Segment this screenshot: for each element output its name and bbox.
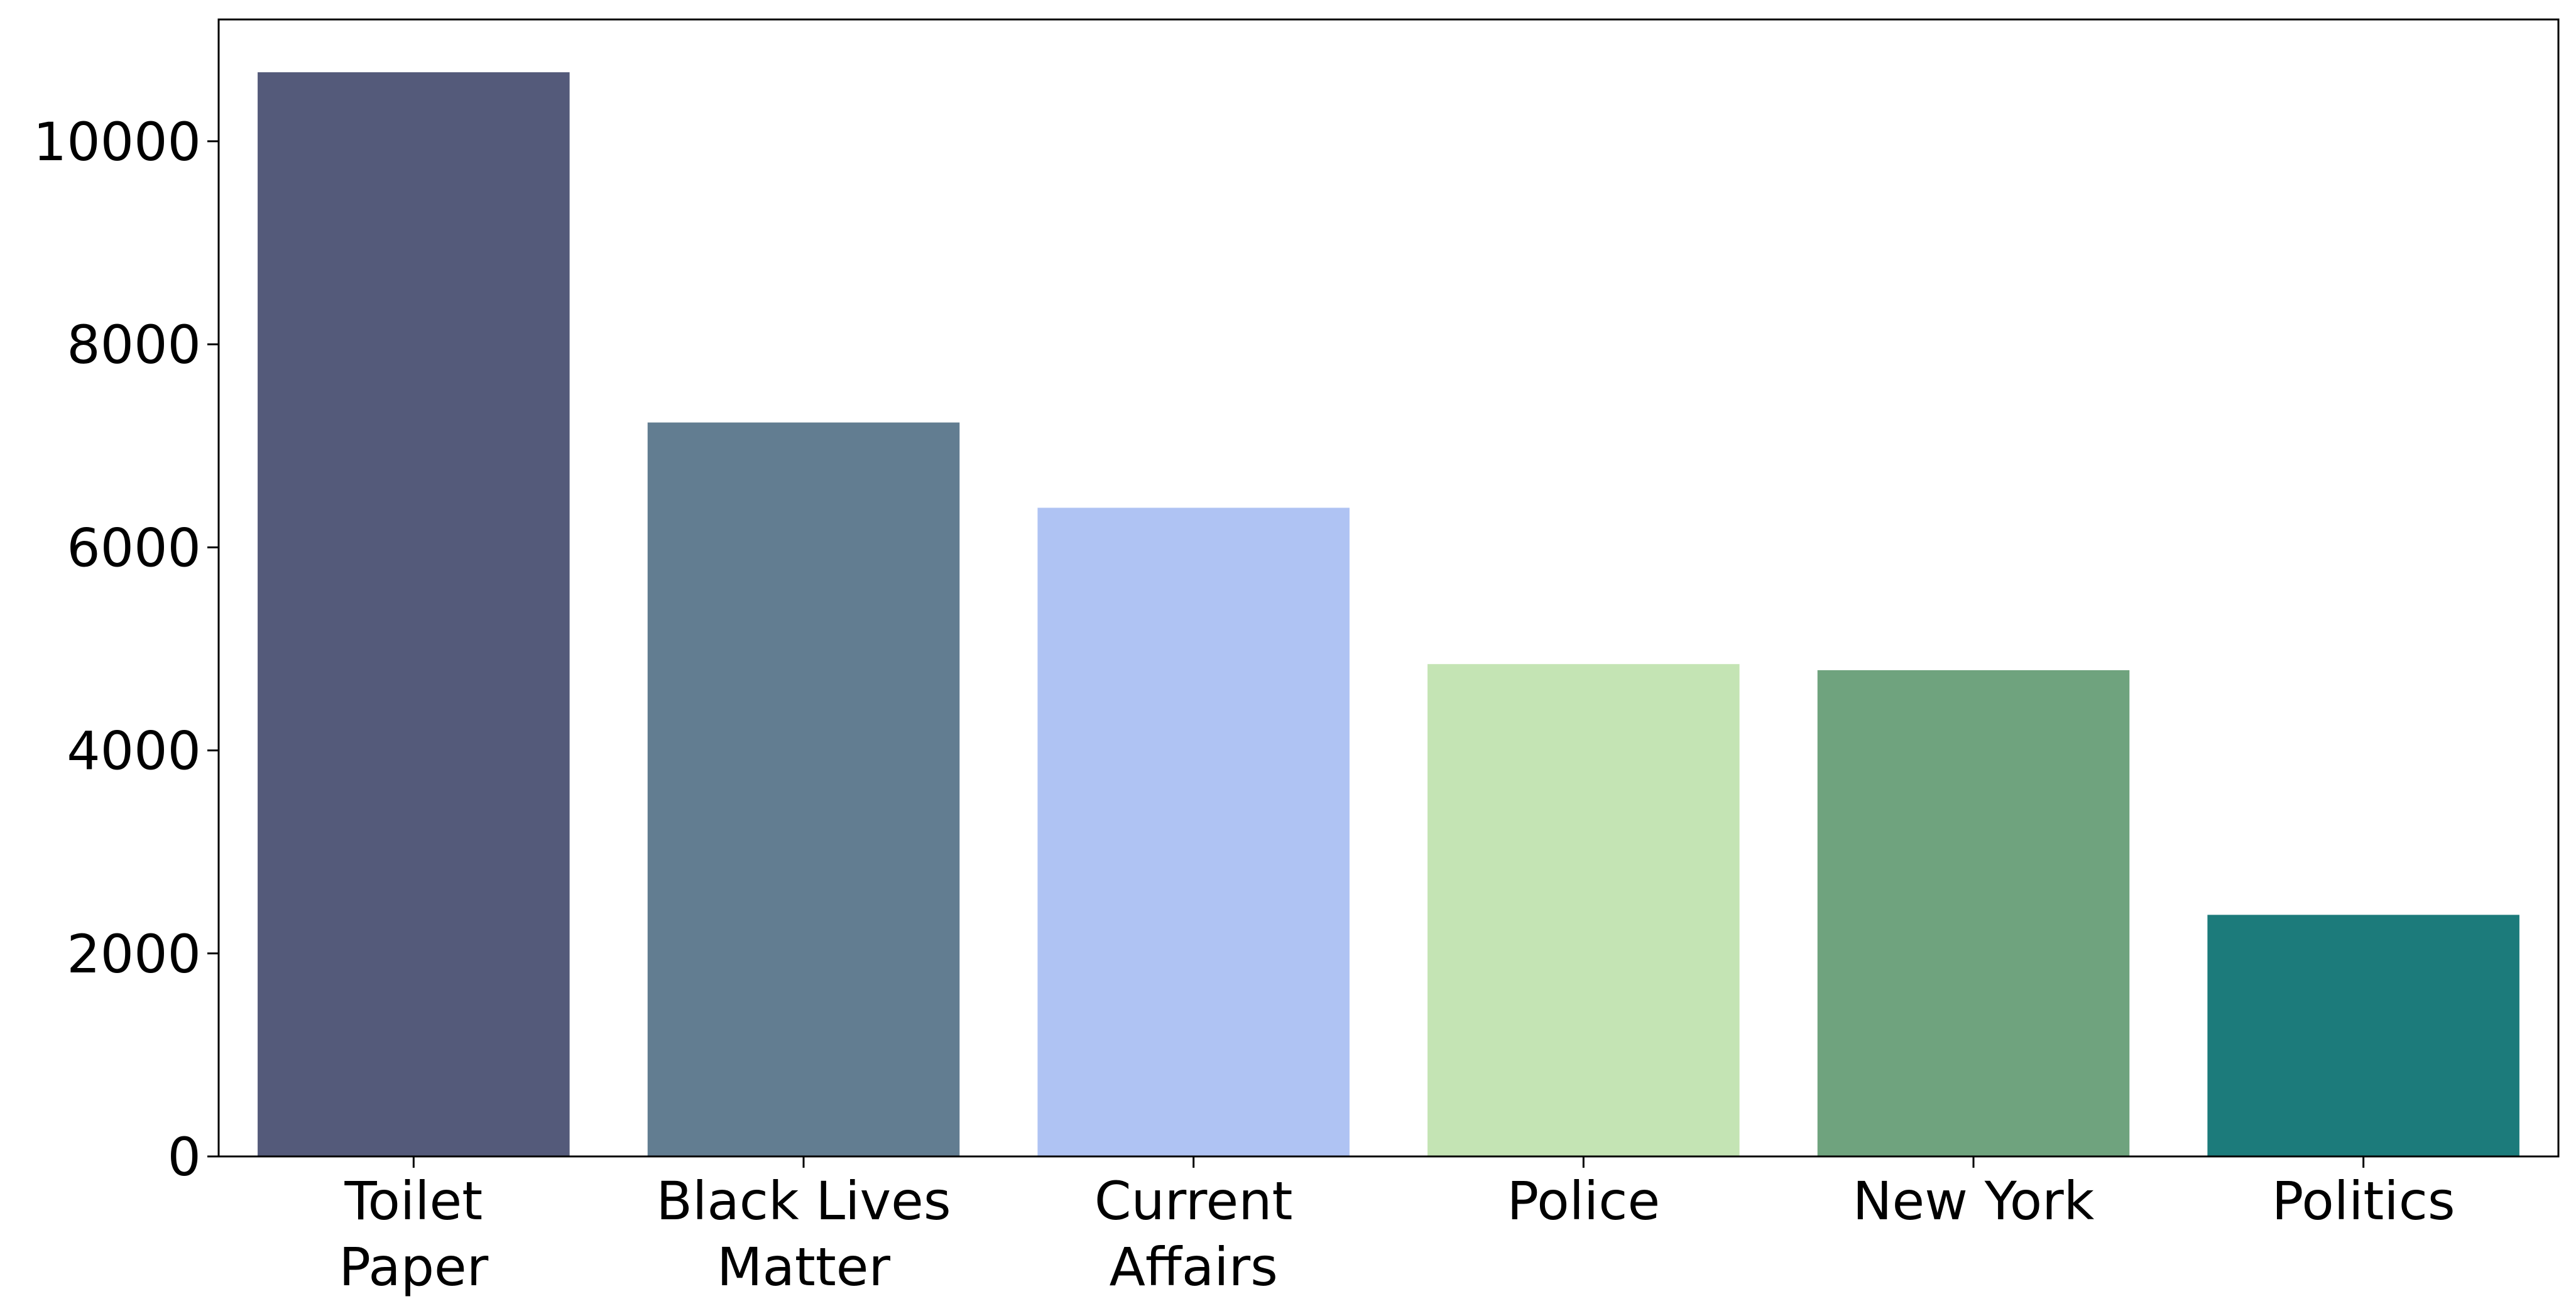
x-tick-label: New York <box>1853 1170 2095 1232</box>
bar <box>1427 664 1740 1156</box>
x-tick-label: Police <box>1507 1170 1661 1232</box>
y-tick-label: 4000 <box>67 721 201 782</box>
x-tick-label: Black Lives Matter <box>656 1170 951 1298</box>
x-tick-label: Toilet Paper <box>339 1170 488 1298</box>
x-tick-label: Politics <box>2272 1170 2455 1232</box>
bar <box>258 72 570 1156</box>
bar <box>2207 915 2519 1156</box>
y-tick-label: 0 <box>168 1126 201 1188</box>
plot-frame <box>217 18 2560 1158</box>
bar <box>1037 508 1350 1157</box>
bar <box>647 422 960 1157</box>
bar <box>1817 670 2130 1156</box>
y-tick-label: 10000 <box>33 111 201 173</box>
y-tick-label: 8000 <box>67 314 201 376</box>
y-tick-label: 6000 <box>67 517 201 579</box>
x-tick-label: Current Affairs <box>1094 1170 1293 1298</box>
y-tick-label: 2000 <box>67 923 201 985</box>
